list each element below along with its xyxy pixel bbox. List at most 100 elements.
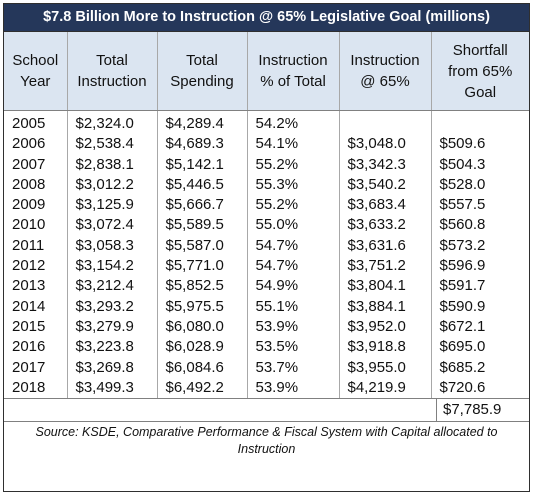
header-total-instruction: Total Instruction	[67, 32, 158, 111]
header-line: % of Total	[260, 73, 326, 90]
total-instruction-cell: $2,538.4	[67, 134, 158, 155]
instruction-65-cell: $3,342.3	[339, 154, 432, 175]
total-instruction-cell: $3,223.8	[67, 337, 158, 358]
school-year-cell: 2017	[4, 357, 68, 378]
total-spending-cell: $6,492.2	[157, 377, 248, 399]
shortfall-cell: $685.2	[439, 358, 486, 376]
school-year-cell: 2016	[4, 337, 68, 358]
shortfall-cell: $509.6	[439, 135, 486, 153]
instruction-65-cell: $3,751.2	[339, 256, 432, 277]
header-line: Instruction	[258, 52, 328, 69]
instruction-pct-cell: 55.0%	[247, 215, 340, 236]
header-line: Shortfall	[452, 41, 508, 59]
instruction-spending-table: School Year Total Instruction Total Spendin…	[4, 32, 529, 399]
header-line: School	[12, 52, 59, 69]
total-instruction-cell: $3,012.2	[67, 174, 158, 196]
table-title: $7.8 Billion More to Instruction @ 65% L…	[4, 4, 529, 32]
shortfall-cell: $720.6	[439, 378, 486, 396]
source-note: Source: KSDE, Comparative Performance & …	[35, 425, 498, 457]
instruction-pct-cell: 55.3%	[247, 174, 340, 196]
instruction-pct-cell: 54.1%	[247, 134, 340, 155]
school-year-cell: 2018	[4, 377, 68, 399]
header-line: Instruction	[350, 52, 420, 69]
total-spending-cell: $6,080.0	[157, 316, 248, 338]
instruction-pct-cell: 53.9%	[247, 316, 340, 338]
table-row: 2010 $3,072.4 $5,589.5 55.0% $3,633.2 $560.8	[4, 215, 529, 236]
header-line: Goal	[464, 83, 497, 101]
header-row: School Year Total Instruction Total Spendin…	[4, 32, 529, 111]
instruction-pct-cell: 53.5%	[247, 337, 340, 358]
total-instruction-cell: $3,293.2	[67, 296, 158, 317]
shortfall-cell: $560.8	[439, 216, 486, 234]
instruction-65-cell: $3,631.6	[339, 235, 432, 257]
school-year-cell: 2005	[4, 110, 68, 135]
school-year-cell: 2008	[4, 174, 68, 196]
total-spending-cell: $5,771.0	[157, 256, 248, 277]
table-row: 2006 $2,538.4 $4,689.3 54.1% $3,048.0 $509.6	[4, 134, 529, 155]
instruction-65-cell: $3,955.0	[339, 357, 432, 378]
total-spending-cell: $5,589.5	[157, 215, 248, 236]
total-instruction-cell: $3,269.8	[67, 357, 158, 378]
school-year-cell: 2009	[4, 195, 68, 216]
table-row: 2014 $3,293.2 $5,975.5 55.1% $3,884.1 $590.9	[4, 296, 529, 317]
instruction-pct-cell: 53.9%	[247, 377, 340, 399]
header-total-spending: Total Spending	[157, 32, 248, 111]
school-year-cell: 2010	[4, 215, 68, 236]
instruction-65-cell: $3,048.0	[339, 134, 432, 155]
header-line: @ 65%	[360, 73, 410, 90]
total-spending-cell: $4,289.4	[157, 110, 248, 135]
table-row: 2008 $3,012.2 $5,446.5 55.3% $3,540.2 $528.0	[4, 174, 529, 196]
table-row: 2013 $3,212.4 $5,852.5 54.9% $3,804.1 $591.7	[4, 276, 529, 297]
instruction-pct-cell: 55.2%	[247, 195, 340, 216]
table-row: 2018 $3,499.3 $6,492.2 53.9% $4,219.9 $720.6	[4, 377, 529, 399]
instruction-pct-cell: 54.9%	[247, 276, 340, 297]
instruction-65-cell: $4,219.9	[339, 377, 432, 399]
school-year-cell: 2011	[4, 235, 68, 257]
header-line: from 65%	[448, 62, 513, 80]
header-instruction-65: Instruction @ 65%	[339, 32, 432, 111]
school-year-cell: 2015	[4, 316, 68, 338]
instruction-pct-cell: 53.7%	[247, 357, 340, 378]
instruction-65-cell: $3,540.2	[339, 174, 432, 196]
instruction-pct-cell: 55.2%	[247, 154, 340, 175]
total-instruction-cell: $3,212.4	[67, 276, 158, 297]
table-row: 2009 $3,125.9 $5,666.7 55.2% $3,683.4 $557.5	[4, 195, 529, 216]
instruction-65-cell: $3,804.1	[339, 276, 432, 297]
instruction-65-cell: $3,683.4	[339, 195, 432, 216]
total-instruction-cell: $3,279.9	[67, 316, 158, 338]
shortfall-cell	[431, 111, 529, 135]
header-line: Year	[20, 73, 51, 90]
school-year-cell: 2012	[4, 256, 68, 277]
total-instruction-cell: $3,154.2	[67, 256, 158, 277]
table-row: 2017 $3,269.8 $6,084.6 53.7% $3,955.0 $685.2	[4, 357, 529, 378]
table-row: 2011 $3,058.3 $5,587.0 54.7% $3,631.6 $573.2	[4, 235, 529, 257]
school-year-cell: 2014	[4, 296, 68, 317]
total-instruction-cell: $2,838.1	[67, 154, 158, 175]
table-row: 2016 $3,223.8 $6,028.9 53.5% $3,918.8 $695.0	[4, 337, 529, 358]
instruction-65-cell	[339, 110, 432, 135]
shortfall-cell: $573.2	[439, 236, 486, 254]
data-table-panel: $7.8 Billion More to Instruction @ 65% L…	[3, 3, 530, 492]
total-spending-cell: $5,852.5	[157, 276, 248, 297]
total-instruction-cell: $3,072.4	[67, 215, 158, 236]
header-line: Spending	[170, 73, 234, 90]
total-instruction-cell: $2,324.0	[67, 110, 158, 135]
total-spending-cell: $6,028.9	[157, 337, 248, 358]
shortfall-cell: $591.7	[439, 277, 486, 295]
shortfall-cell: $557.5	[439, 196, 486, 214]
header-line: Total	[186, 52, 218, 69]
total-row: $7,785.9	[4, 398, 529, 423]
shortfall-cell: $695.0	[439, 338, 486, 356]
table-row: 2005 $2,324.0 $4,289.4 54.2%	[4, 110, 529, 135]
header-shortfall: Shortfall from 65% Goal	[431, 32, 529, 111]
instruction-65-cell: $3,952.0	[339, 316, 432, 338]
shortfall-cell: $672.1	[439, 317, 486, 335]
header-line: Total	[96, 52, 128, 69]
instruction-pct-cell: 55.1%	[247, 296, 340, 317]
total-spending-cell: $5,142.1	[157, 154, 248, 175]
instruction-pct-cell: 54.7%	[247, 256, 340, 277]
table-row: 2015 $3,279.9 $6,080.0 53.9% $3,952.0 $672.1	[4, 316, 529, 338]
total-spending-cell: $4,689.3	[157, 134, 248, 155]
total-instruction-cell: $3,125.9	[67, 195, 158, 216]
instruction-pct-cell: 54.2%	[247, 110, 340, 135]
